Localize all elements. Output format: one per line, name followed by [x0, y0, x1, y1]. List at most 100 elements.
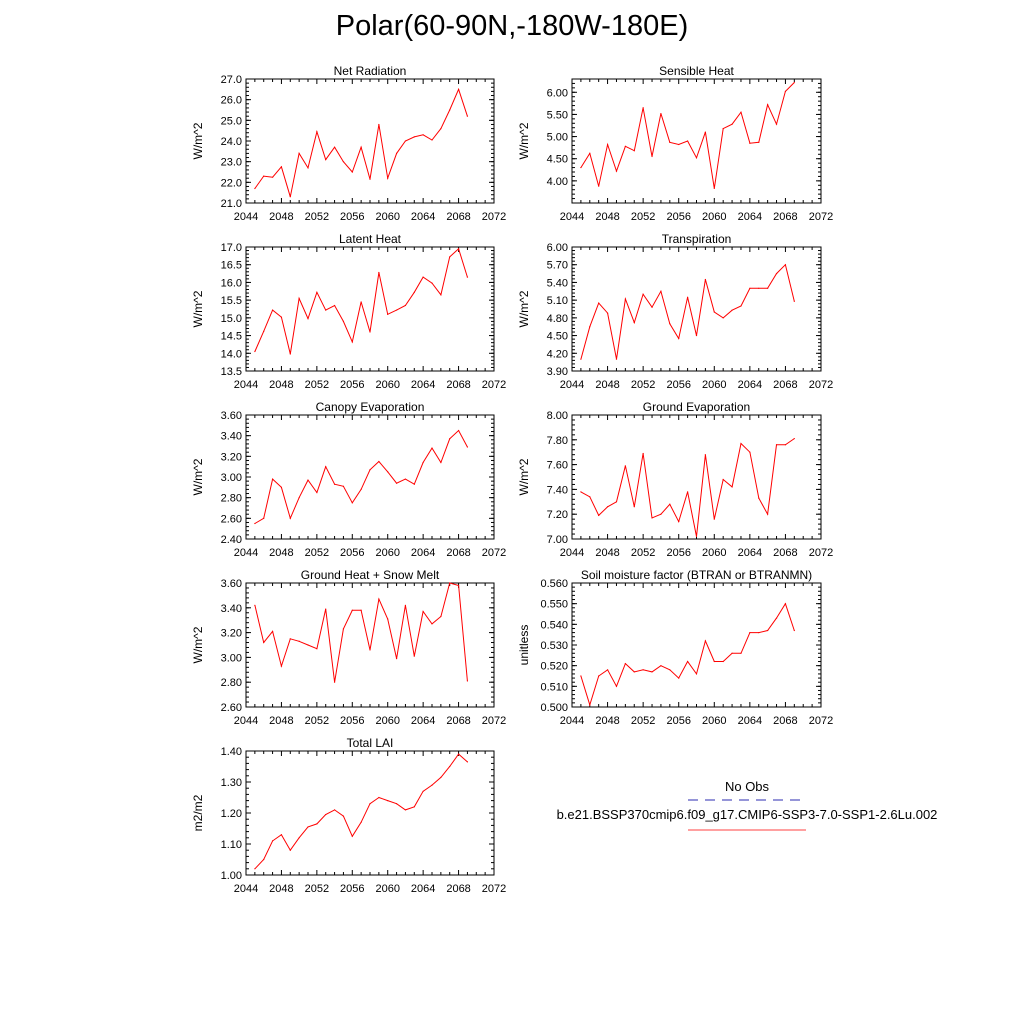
x-tick-label: 2064	[411, 547, 435, 559]
chart-panel-5: 2044 2048 2052 2056 2060 2064 2068 2072 2.40 2.60…	[191, 400, 506, 559]
x-tick-label: 2064	[738, 211, 762, 223]
data-point	[793, 300, 795, 302]
data-point	[687, 296, 689, 298]
data-point	[651, 306, 653, 308]
data-point	[695, 535, 698, 538]
x-tick-label: 2048	[595, 547, 619, 559]
data-point	[378, 123, 380, 126]
y-tick-label: 7.00	[547, 534, 568, 546]
x-tick-label: 2064	[411, 379, 435, 391]
x-tick-label: 2048	[269, 883, 293, 895]
data-point	[298, 640, 300, 642]
data-point	[298, 297, 300, 299]
data-point	[651, 155, 653, 158]
data-point	[325, 159, 327, 161]
data-point	[466, 115, 469, 117]
x-tick-label: 2052	[631, 211, 655, 223]
data-point	[695, 334, 698, 337]
data-point	[669, 141, 671, 143]
y-tick-label: 25.0	[221, 115, 242, 127]
panel-title: Canopy Evaporation	[316, 400, 425, 414]
y-axis-label: W/m^2	[191, 290, 205, 327]
data-point	[731, 123, 733, 125]
y-tick-label: 3.60	[221, 410, 242, 422]
data-point	[413, 483, 415, 485]
data-point	[351, 609, 353, 611]
data-point	[615, 358, 618, 360]
x-tick-label: 2072	[482, 883, 506, 895]
y-tick-label: 4.50	[547, 154, 568, 166]
y-tick-label: 1.30	[221, 777, 242, 789]
data-point	[360, 146, 362, 148]
data-point	[740, 442, 742, 445]
data-point	[606, 143, 609, 146]
y-tick-label: 5.00	[547, 132, 568, 144]
x-tick-label: 2044	[234, 211, 258, 223]
y-tick-label: 7.60	[547, 460, 568, 472]
data-point	[325, 813, 327, 816]
x-tick-label: 2060	[375, 379, 399, 391]
y-tick-label: 2.60	[221, 513, 242, 525]
data-point	[466, 276, 469, 278]
y-tick-label: 23.0	[221, 157, 242, 169]
data-point	[669, 503, 671, 505]
data-point	[651, 671, 653, 673]
data-point	[722, 317, 724, 319]
x-tick-label: 2052	[631, 547, 655, 559]
x-tick-label: 2068	[773, 547, 797, 559]
data-point	[580, 358, 582, 360]
y-tick-label: 0.520	[540, 661, 568, 673]
x-tick-label: 2068	[446, 547, 470, 559]
x-tick-label: 2044	[234, 379, 258, 391]
x-tick-label: 2052	[305, 547, 329, 559]
data-point	[722, 478, 724, 481]
data-point	[775, 123, 778, 125]
data-point	[687, 491, 689, 493]
data-point	[333, 146, 336, 148]
data-point	[395, 803, 398, 805]
data-point	[342, 628, 345, 630]
x-tick-label: 2056	[666, 715, 690, 727]
data-point	[749, 632, 751, 634]
data-point	[387, 618, 389, 620]
data-point	[307, 826, 309, 828]
data-point	[740, 111, 742, 113]
data-point	[351, 835, 353, 837]
data-point	[271, 478, 274, 480]
panel-title: Ground Evaporation	[643, 400, 750, 414]
data-point	[387, 471, 389, 473]
x-tick-label: 2060	[702, 379, 726, 391]
data-point	[325, 608, 327, 610]
data-point	[413, 136, 415, 138]
data-point	[298, 497, 300, 499]
panel-title: Latent Heat	[339, 232, 402, 246]
y-axis-label: W/m^2	[517, 122, 531, 159]
data-point	[254, 522, 256, 525]
data-point	[740, 305, 742, 307]
data-point	[633, 321, 635, 324]
y-tick-label: 3.60	[221, 578, 242, 590]
y-axis-label: unitless	[517, 625, 531, 666]
data-point	[369, 178, 371, 180]
data-point	[333, 681, 336, 683]
data-point	[749, 287, 751, 289]
data-point	[307, 317, 309, 320]
panel-title: Ground Heat + Snow Melt	[301, 568, 440, 582]
data-point	[713, 187, 715, 189]
x-tick-label: 2048	[269, 715, 293, 727]
x-tick-label: 2064	[738, 547, 762, 559]
x-tick-label: 2072	[809, 715, 833, 727]
x-tick-label: 2072	[482, 211, 506, 223]
data-point	[660, 513, 662, 515]
x-tick-label: 2060	[702, 547, 726, 559]
data-point	[449, 438, 451, 440]
x-tick-label: 2056	[340, 547, 364, 559]
y-tick-label: 5.50	[547, 109, 568, 121]
data-point	[378, 598, 380, 600]
data-point	[784, 603, 787, 605]
data-point	[624, 465, 626, 467]
x-tick-label: 2048	[269, 379, 293, 391]
data-point	[606, 312, 609, 314]
data-point	[589, 704, 591, 706]
y-tick-label: 15.5	[221, 295, 242, 307]
